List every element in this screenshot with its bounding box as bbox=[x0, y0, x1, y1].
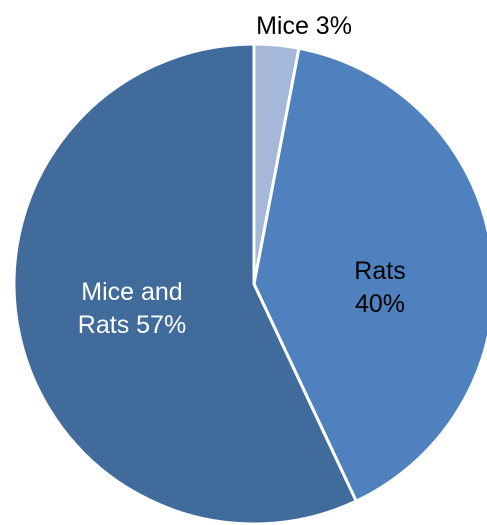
pie-slice-label-0: Mice 3% bbox=[256, 12, 352, 40]
pie-slice-label-1-line-0: Rats bbox=[354, 257, 405, 285]
pie-slice-label-2-line-0: Mice and bbox=[81, 278, 182, 306]
pie-slice-label-0-line-0: Mice 3% bbox=[256, 12, 352, 40]
pie-slice-1 bbox=[252, 46, 487, 503]
pie-slice-label-1: Rats 40% bbox=[354, 257, 405, 318]
pie-slice-label-2-line-1: Rats 57% bbox=[78, 311, 186, 339]
pie-slice-label-2: Mice and Rats 57% bbox=[78, 278, 186, 339]
pie-slices bbox=[12, 42, 487, 525]
pie-labels: Mice 3% Rats 40% Mice and Rats 57% bbox=[78, 12, 406, 339]
pie-slice-label-1-line-1: 40% bbox=[355, 290, 405, 318]
pie-slice-2 bbox=[12, 42, 358, 525]
